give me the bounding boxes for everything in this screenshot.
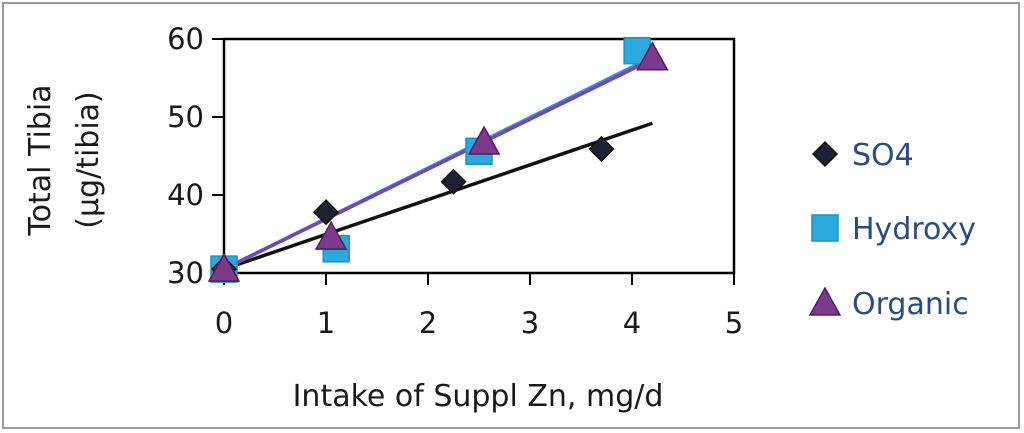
point-organic — [207, 252, 241, 282]
y-axis-title-line-2: (µg/tibia) — [71, 91, 106, 229]
y-axis-ticks: 30 40 50 60 — [167, 22, 224, 290]
y-tick-label: 50 — [167, 100, 204, 134]
x-tick-label: 3 — [521, 306, 539, 340]
y-tick-label: 40 — [167, 178, 204, 212]
y-tick-label: 60 — [167, 22, 204, 56]
point-so4 — [588, 135, 615, 163]
x-tick-label: 2 — [419, 306, 437, 340]
x-tick-label: 5 — [725, 306, 743, 340]
trendline-organic — [223, 57, 654, 271]
point-organic — [636, 41, 669, 71]
x-axis-ticks: 0 1 2 3 4 5 — [215, 273, 743, 340]
legend-marker-hydroxy — [811, 214, 839, 242]
x-tick-label: 0 — [215, 306, 233, 340]
point-organic — [314, 220, 348, 250]
x-axis-title: Intake of Suppl Zn, mg/d — [293, 379, 664, 414]
data-points — [207, 36, 669, 283]
legend-label-hydroxy: Hydroxy — [852, 212, 976, 247]
x-tick-label: 1 — [317, 306, 335, 340]
legend: SO4 Hydroxy Organic — [808, 138, 976, 322]
legend-label-so4: SO4 — [852, 138, 914, 173]
point-organic — [467, 125, 501, 155]
legend-label-organic: Organic — [852, 287, 969, 322]
y-tick-label: 30 — [167, 256, 204, 290]
trendline-so4 — [223, 121, 653, 271]
legend-marker-so4 — [811, 140, 839, 168]
point-so4 — [440, 168, 467, 195]
point-so4 — [312, 199, 340, 226]
legend-marker-organic — [808, 286, 842, 316]
y-axis-title-line-1: Total Tibia — [23, 84, 58, 236]
trendlines — [223, 55, 654, 271]
x-tick-label: 4 — [623, 306, 641, 340]
